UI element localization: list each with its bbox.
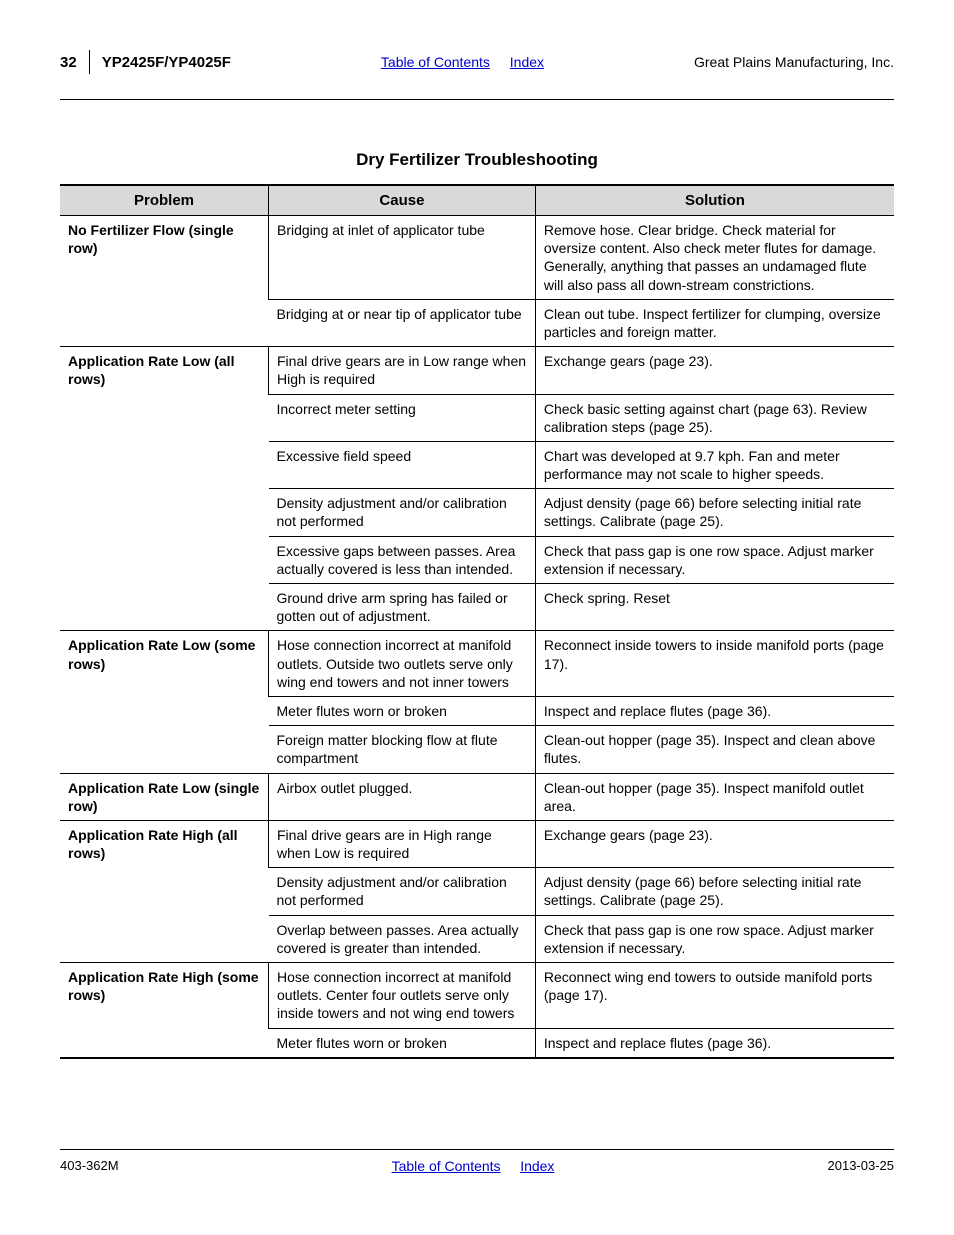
- section-title: Dry Fertilizer Troubleshooting: [60, 150, 894, 170]
- problem-cell: Application Rate Low (all rows): [60, 347, 269, 631]
- cause-cell: Hose connection incorrect at manifold ou…: [269, 963, 536, 1029]
- solution-cell: Check basic setting against chart (page …: [535, 394, 894, 441]
- page-number: 32: [60, 54, 89, 71]
- table-row: Application Rate Low (all rows)Final dri…: [60, 347, 894, 394]
- problem-cell: Application Rate High (some rows): [60, 963, 269, 1058]
- company-name: Great Plains Manufacturing, Inc.: [694, 54, 894, 70]
- cause-cell: Foreign matter blocking flow at flute co…: [269, 726, 536, 773]
- solution-cell: Check that pass gap is one row space. Ad…: [535, 915, 894, 962]
- cause-cell: Ground drive arm spring has failed or go…: [269, 584, 536, 631]
- solution-cell: Clean-out hopper (page 35). Inspect and …: [535, 726, 894, 773]
- solution-cell: Adjust density (page 66) before selectin…: [535, 868, 894, 915]
- solution-cell: Inspect and replace flutes (page 36).: [535, 696, 894, 725]
- cause-cell: Bridging at inlet of applicator tube: [269, 216, 536, 300]
- page-header: 32 YP2425F/YP4025F Table of Contents Ind…: [60, 50, 894, 100]
- solution-cell: Reconnect inside towers to inside manifo…: [535, 631, 894, 697]
- solution-cell: Reconnect wing end towers to outside man…: [535, 963, 894, 1029]
- col-header-cause: Cause: [269, 185, 536, 216]
- problem-cell: Application Rate Low (some rows): [60, 631, 269, 773]
- solution-cell: Check spring. Reset: [535, 584, 894, 631]
- cause-cell: Incorrect meter setting: [269, 394, 536, 441]
- table-row: Application Rate Low (single row)Airbox …: [60, 773, 894, 820]
- solution-cell: Chart was developed at 9.7 kph. Fan and …: [535, 441, 894, 488]
- table-row: Application Rate Low (some rows)Hose con…: [60, 631, 894, 697]
- cause-cell: Density adjustment and/or calibration no…: [269, 868, 536, 915]
- problem-cell: Application Rate Low (single row): [60, 773, 269, 820]
- cause-cell: Meter flutes worn or broken: [269, 696, 536, 725]
- cause-cell: Airbox outlet plugged.: [269, 773, 536, 820]
- toc-link-footer[interactable]: Table of Contents: [392, 1158, 501, 1174]
- index-link-footer[interactable]: Index: [520, 1158, 554, 1174]
- cause-cell: Meter flutes worn or broken: [269, 1028, 536, 1058]
- cause-cell: Final drive gears are in Low range when …: [269, 347, 536, 394]
- problem-cell: Application Rate High (all rows): [60, 820, 269, 962]
- toc-link[interactable]: Table of Contents: [381, 54, 490, 70]
- doc-date: 2013-03-25: [828, 1158, 895, 1173]
- cause-cell: Density adjustment and/or calibration no…: [269, 489, 536, 536]
- page-footer: 403-362M Table of Contents Index 2013-03…: [60, 1149, 894, 1174]
- cause-cell: Overlap between passes. Area actually co…: [269, 915, 536, 962]
- col-header-solution: Solution: [535, 185, 894, 216]
- header-nav: Table of Contents Index: [231, 54, 694, 70]
- solution-cell: Remove hose. Clear bridge. Check materia…: [535, 216, 894, 300]
- header-divider: [89, 50, 90, 74]
- solution-cell: Check that pass gap is one row space. Ad…: [535, 536, 894, 583]
- table-row: No Fertilizer Flow (single row)Bridging …: [60, 216, 894, 300]
- solution-cell: Adjust density (page 66) before selectin…: [535, 489, 894, 536]
- table-row: Application Rate High (all rows)Final dr…: [60, 820, 894, 867]
- doc-number: 403-362M: [60, 1158, 119, 1173]
- solution-cell: Exchange gears (page 23).: [535, 347, 894, 394]
- model-label: YP2425F/YP4025F: [102, 54, 231, 71]
- problem-cell: No Fertilizer Flow (single row): [60, 216, 269, 347]
- troubleshooting-table: Problem Cause Solution No Fertilizer Flo…: [60, 184, 894, 1059]
- cause-cell: Final drive gears are in High range when…: [269, 820, 536, 867]
- table-row: Application Rate High (some rows)Hose co…: [60, 963, 894, 1029]
- table-header-row: Problem Cause Solution: [60, 185, 894, 216]
- cause-cell: Bridging at or near tip of applicator tu…: [269, 299, 536, 346]
- solution-cell: Inspect and replace flutes (page 36).: [535, 1028, 894, 1058]
- cause-cell: Hose connection incorrect at manifold ou…: [269, 631, 536, 697]
- cause-cell: Excessive field speed: [269, 441, 536, 488]
- solution-cell: Clean-out hopper (page 35). Inspect mani…: [535, 773, 894, 820]
- index-link[interactable]: Index: [510, 54, 544, 70]
- col-header-problem: Problem: [60, 185, 269, 216]
- cause-cell: Excessive gaps between passes. Area actu…: [269, 536, 536, 583]
- footer-nav: Table of Contents Index: [119, 1158, 828, 1174]
- solution-cell: Clean out tube. Inspect fertilizer for c…: [535, 299, 894, 346]
- solution-cell: Exchange gears (page 23).: [535, 820, 894, 867]
